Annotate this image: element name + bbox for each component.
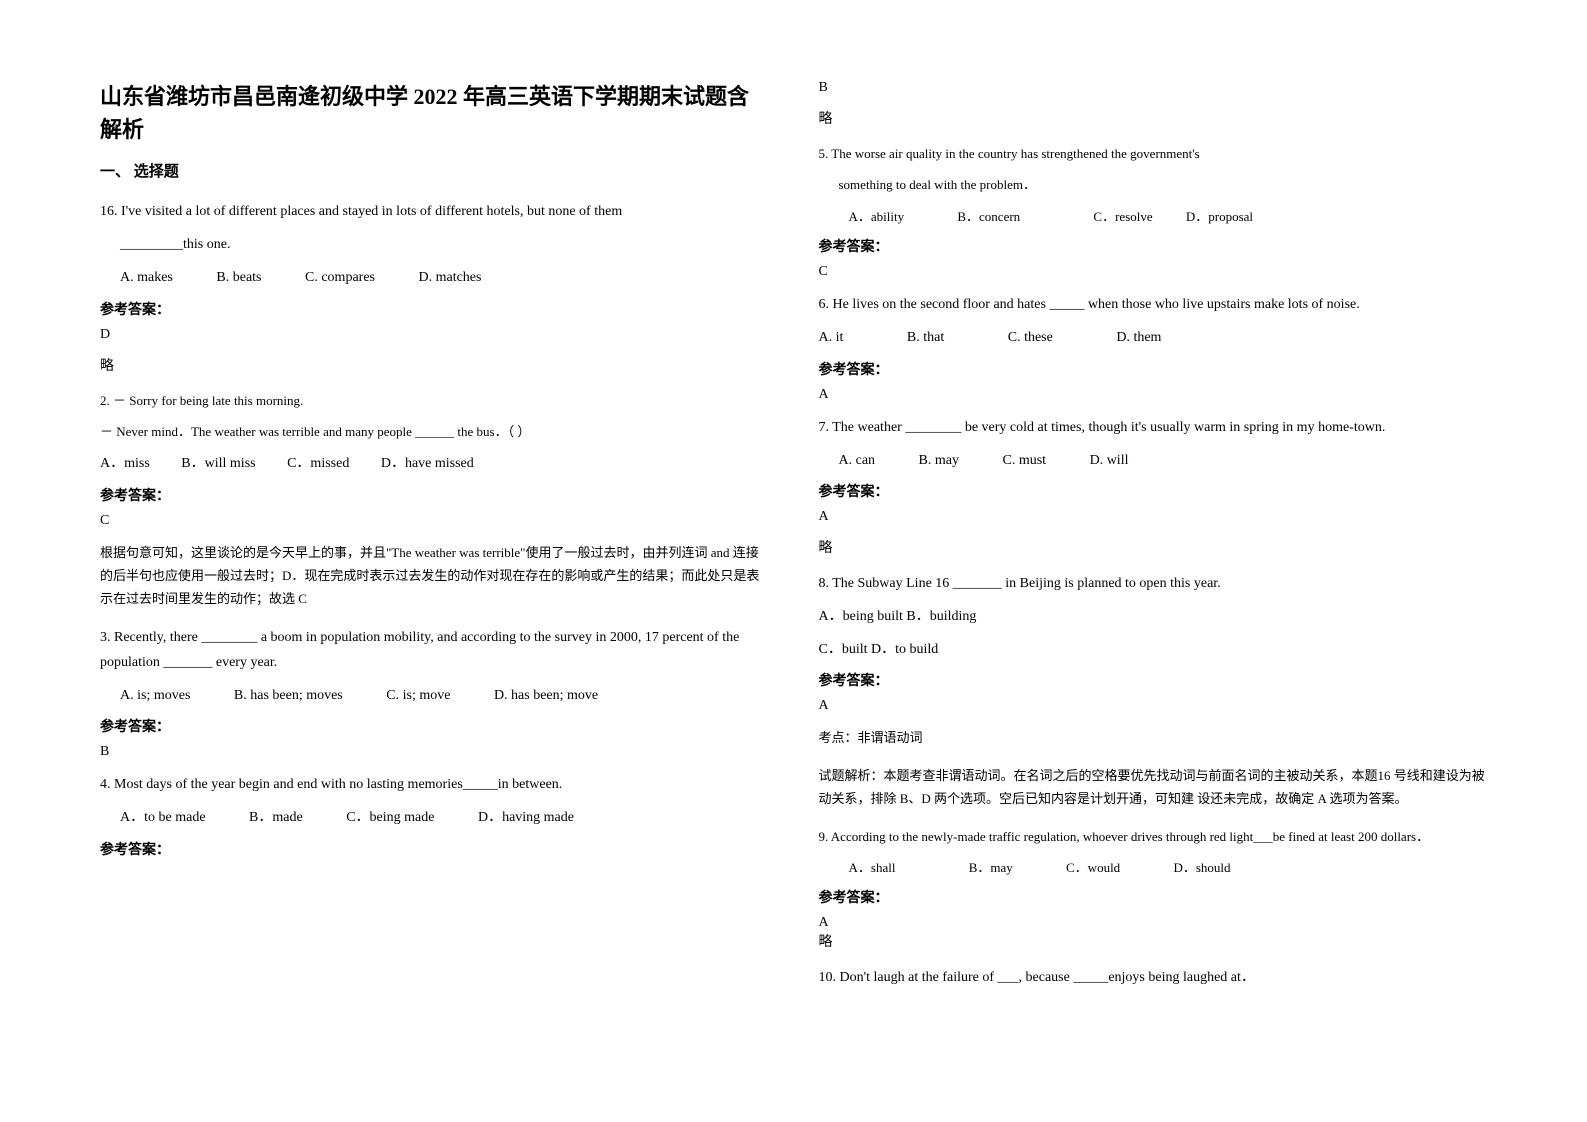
question-5-options: A．ability B．concern C．resolve D．proposal [819,205,1488,228]
question-7-answer: A [819,509,1488,525]
option-d: D. has been; move [494,688,598,703]
answer-label: 参考答案： [819,481,1488,501]
option-d: D．having made [478,810,574,825]
answer-label: 参考答案： [100,839,769,859]
question-2-options: A．miss B．will miss C．missed D．have misse… [100,451,769,476]
option-b: B. has been; moves [234,688,343,703]
question-7: 7. The weather ________ be very cold at … [819,415,1488,440]
document-title: 山东省潍坊市昌邑南逄初级中学 2022 年高三英语下学期期末试题含解析 [100,80,769,146]
option-b: B. may [919,453,959,468]
option-c: C．resolve [1093,209,1152,224]
question-4-options: A．to be made B．made C．being made D．havin… [100,805,769,830]
option-c: C. these [1008,330,1053,345]
question-9-answer: A [819,915,1488,931]
question-4-answer: B [819,80,1488,96]
answer-label: 参考答案： [100,299,769,319]
option-b: B. that [907,330,944,345]
option-a: A. it [819,330,844,345]
option-b: B．concern [957,209,1020,224]
question-2-explanation: 根据句意可知，这里谈论的是今天早上的事，并且"The weather was t… [100,541,769,611]
question-5: 5. The worse air quality in the country … [819,142,1488,165]
answer-label: 参考答案： [819,887,1488,907]
option-a: A. is; moves [120,688,190,703]
answer-label: 参考答案： [100,716,769,736]
option-a: A. makes [120,270,173,285]
question-8-answer: A [819,698,1488,714]
question-8-options-line1: A．being built B．building [819,604,1488,629]
option-b: B．may [969,860,1013,875]
question-16-answer: D [100,327,769,343]
option-d: D. will [1090,453,1129,468]
option-a: A．to be made [120,810,206,825]
question-2: 2. － Sorry for being late this morning. [100,389,769,412]
question-2-line2: － Never mind．The weather was terrible an… [100,420,769,443]
question-8: 8. The Subway Line 16 _______ in Beijing… [819,571,1488,596]
section-header: 一、 选择题 [100,160,769,181]
option-c: C．being made [346,810,434,825]
question-4: 4. Most days of the year begin and end w… [100,772,769,797]
question-10: 10. Don't laugh at the failure of ___, b… [819,965,1488,990]
question-16: 16. I've visited a lot of different plac… [100,199,769,224]
question-3-options: A. is; moves B. has been; moves C. is; m… [100,683,769,708]
question-6: 6. He lives on the second floor and hate… [819,292,1488,317]
question-9-brief: 略 [819,931,1488,951]
question-7-options: A. can B. may C. must D. will [819,448,1488,473]
left-column: 山东省潍坊市昌邑南逄初级中学 2022 年高三英语下学期期末试题含解析 一、 选… [100,80,769,999]
option-d: D．have missed [381,456,474,471]
option-d: D. matches [418,270,481,285]
question-6-options: A. it B. that C. these D. them [819,325,1488,350]
question-3: 3. Recently, there ________ a boom in po… [100,625,769,675]
option-b: B．made [249,810,303,825]
question-2-answer: C [100,513,769,529]
question-3-answer: B [100,744,769,760]
option-c: C. is; move [386,688,450,703]
question-9-options: A．shall B．may C．would D．should [819,856,1488,879]
question-6-answer: A [819,387,1488,403]
option-a: A．ability [849,209,905,224]
option-b: B. beats [216,270,261,285]
option-a: A. can [839,453,876,468]
question-8-options-line2: C．built D．to build [819,637,1488,662]
answer-label: 参考答案： [819,670,1488,690]
question-16-cont: _________this one. [100,232,769,257]
question-16-options: A. makes B. beats C. compares D. matches [100,265,769,290]
option-d: D. them [1116,330,1161,345]
option-c: C. must [1003,453,1047,468]
question-5-cont: something to deal with the problem． [819,173,1488,196]
document-page: 山东省潍坊市昌邑南逄初级中学 2022 年高三英语下学期期末试题含解析 一、 选… [0,0,1587,1039]
option-a: A．miss [100,456,150,471]
option-a: A．shall [849,860,896,875]
question-9: 9. According to the newly-made traffic r… [819,825,1488,848]
question-7-brief: 略 [819,537,1488,557]
question-16-brief: 略 [100,355,769,375]
answer-label: 参考答案： [819,359,1488,379]
question-5-answer: C [819,264,1488,280]
option-c: C．missed [287,456,349,471]
answer-label: 参考答案： [819,236,1488,256]
question-4-brief: 略 [819,108,1488,128]
question-8-explanation: 试题解析：本题考查非谓语动词。在名词之后的空格要优先找动词与前面名词的主被动关系… [819,764,1488,811]
option-c: C．would [1066,860,1120,875]
answer-label: 参考答案： [100,485,769,505]
option-d: D．proposal [1186,209,1253,224]
question-8-topic: 考点：非谓语动词 [819,726,1488,749]
option-d: D．should [1173,860,1230,875]
option-c: C. compares [305,270,375,285]
right-column: B 略 5. The worse air quality in the coun… [819,80,1488,999]
option-b: B．will miss [181,456,255,471]
